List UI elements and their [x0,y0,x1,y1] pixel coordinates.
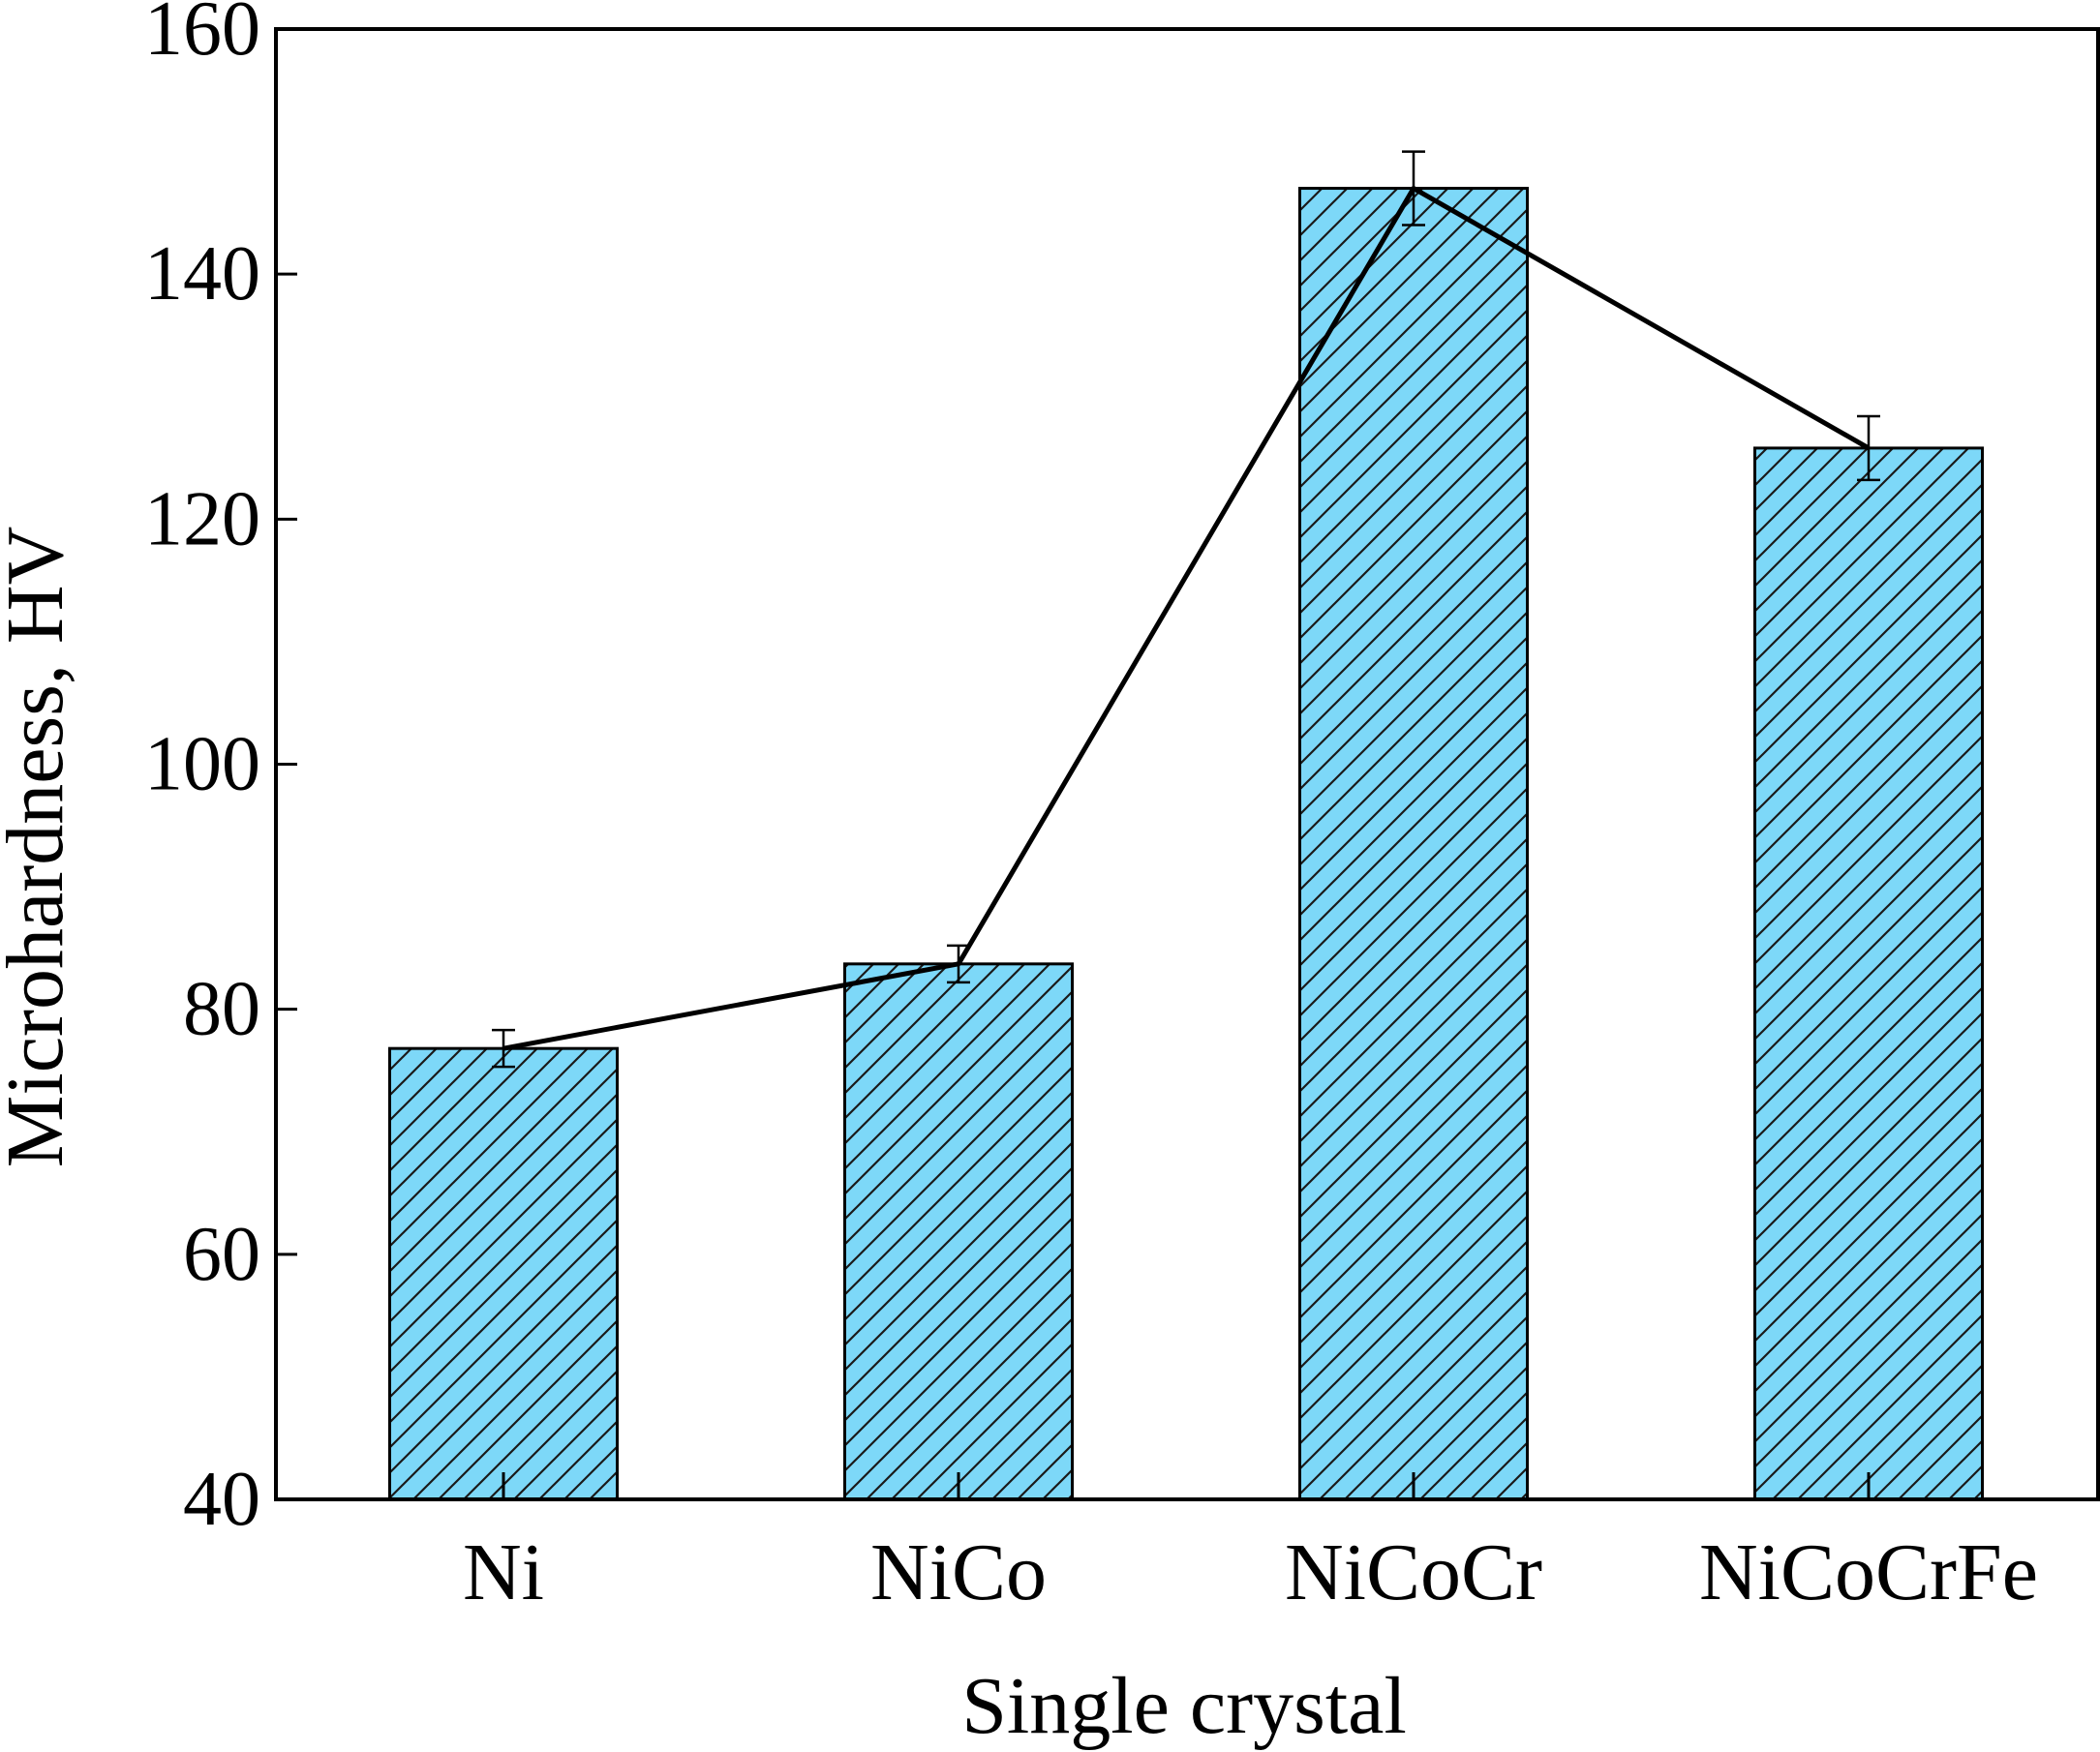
bar-ni [388,1046,619,1501]
x-tick-label-ni: Ni [463,1527,544,1617]
error-bar-ni [492,1028,515,1069]
y-axis-title: Microhardness, HV [0,527,80,1168]
x-tick-label-nico: NiCo [870,1527,1047,1617]
y-tick-label-100: 100 [144,722,260,807]
bar-nicocrfe [1753,446,1984,1501]
y-tick-label-60: 60 [183,1212,260,1297]
y-tick-label-120: 120 [144,476,260,561]
y-tick-label-80: 80 [183,967,260,1052]
y-tick-label-160: 160 [144,0,260,72]
x-tick-label-nicocr: NiCoCr [1285,1527,1542,1617]
bar-nico [843,962,1074,1501]
trend-line [502,186,1871,1051]
bar-nicocr [1298,187,1529,1501]
x-tick-label-nicocrfe: NiCoCrFe [1699,1527,2038,1617]
x-axis-title: Single crystal [961,1661,1407,1751]
plot-area: 40 60 80 100 120 140 160 Ni NiCo NiCoCr NiCoCrFe [144,0,2100,1617]
y-tick-label-140: 140 [144,231,260,317]
y-tick-label-40: 40 [183,1457,260,1542]
